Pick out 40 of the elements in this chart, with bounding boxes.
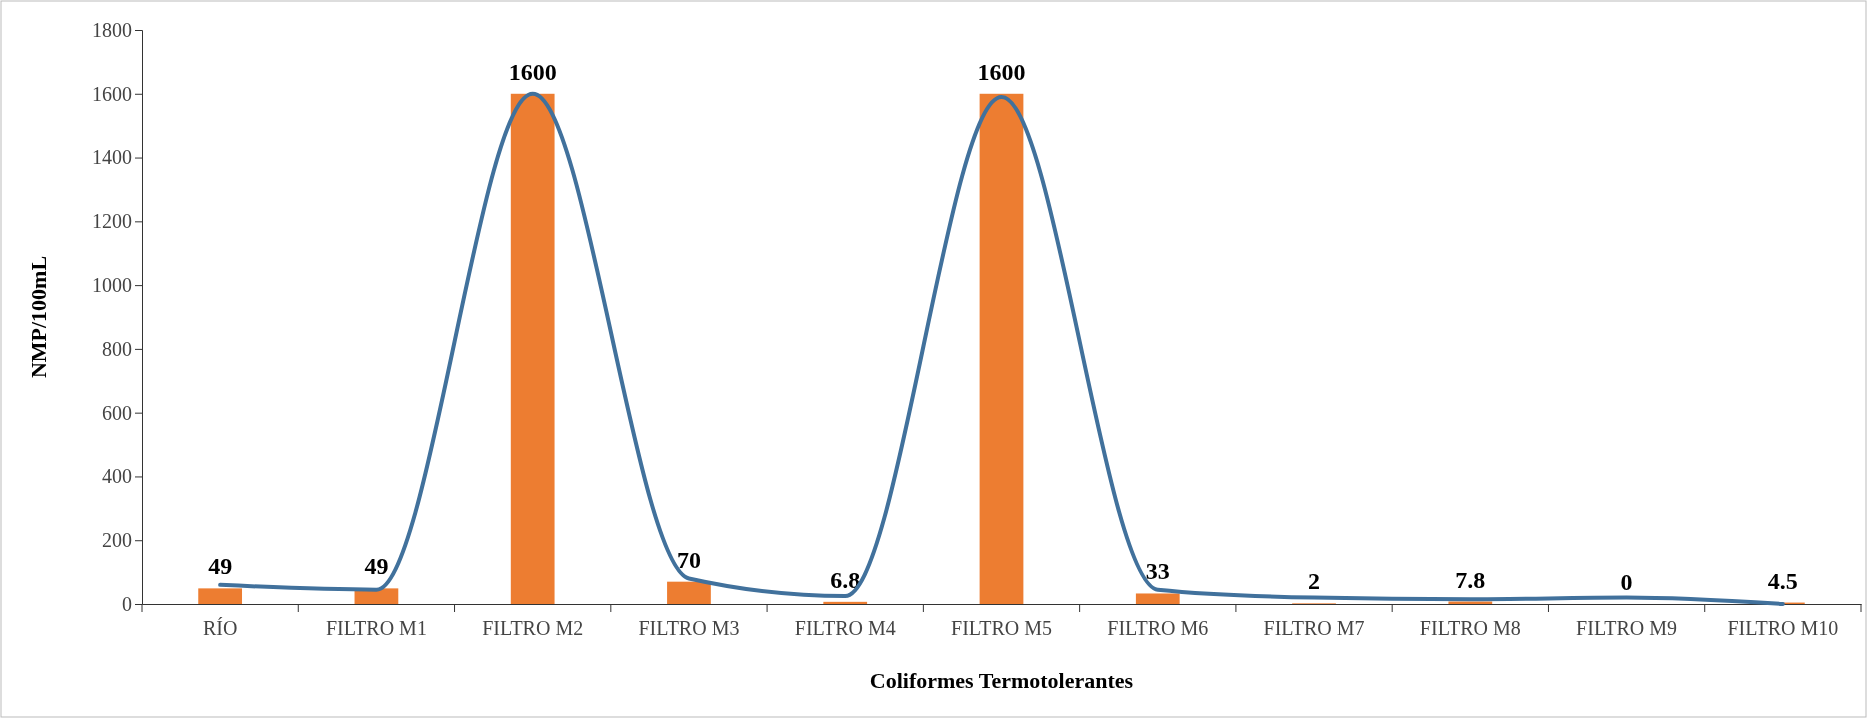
x-tick-label: FILTRO M7 [1263,617,1365,639]
data-label: 1600 [508,58,557,85]
y-tick-label: 1800 [92,18,132,41]
y-tick-label: 1400 [92,146,132,169]
data-label: 2 [1308,568,1321,595]
bar [510,93,555,604]
data-label: 49 [364,553,389,580]
x-tick-label: FILTRO M9 [1576,617,1678,639]
x-tick-label: FILTRO M1 [325,617,427,639]
data-label: 0 [1620,569,1633,595]
y-tick-label: 600 [102,401,132,424]
data-label: 7.8 [1455,566,1486,593]
data-label: 1600 [977,58,1026,85]
x-tick-label: RÍO [202,617,238,639]
y-tick-label: 800 [102,337,132,360]
y-tick-label: 1200 [92,210,132,233]
x-tick-label: FILTRO M5 [951,617,1052,639]
data-label: 33 [1145,558,1170,585]
bar [198,588,243,604]
x-tick-label: FILTRO M8 [1419,617,1521,639]
x-axis-title: Coliformes Termotolerantes [869,668,1134,693]
y-tick-label: 1600 [92,82,132,105]
x-tick-label: FILTRO M4 [794,617,896,639]
x-tick-label: FILTRO M2 [482,617,584,639]
bar [667,581,711,604]
y-tick-label: 200 [102,529,132,552]
y-tick-label: 0 [122,592,132,615]
x-tick-label: FILTRO M6 [1107,617,1209,639]
bar [1135,593,1180,604]
bar [979,93,1024,604]
x-tick-label: FILTRO M10 [1727,617,1839,639]
bar [823,601,868,604]
y-tick-label: 1000 [92,274,132,297]
data-label: 49 [208,553,233,580]
y-axis-title: NMP/100mL [26,255,51,379]
data-label: 70 [676,546,701,573]
data-label: 4.5 [1767,567,1798,594]
data-label: 6.8 [830,566,861,593]
y-tick-label: 400 [102,465,132,488]
x-tick-label: FILTRO M3 [638,617,740,639]
